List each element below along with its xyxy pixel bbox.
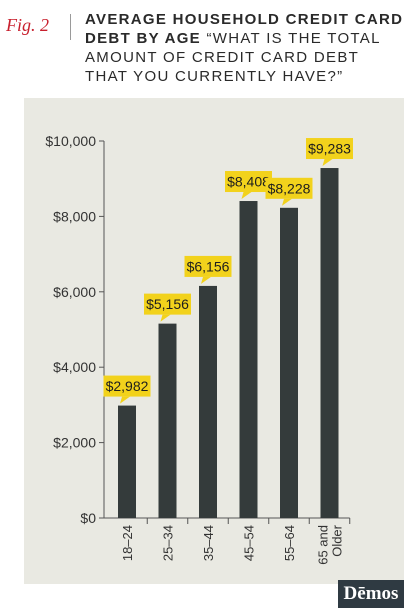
x-tick-label-line: 65 and [316, 525, 331, 565]
chart-title-question: “WHAT IS THE TOTAL AMOUNT OF CREDIT CARD… [85, 30, 381, 85]
y-tick-label: $6,000 [53, 284, 96, 300]
chart-title-bold: AVERAGE HOUSEHOLD CREDIT CARD DEBT BY AG… [85, 11, 404, 47]
bar [118, 405, 136, 518]
y-tick-label: $0 [80, 510, 96, 526]
x-tick-label-line: 55–64 [282, 525, 297, 561]
data-label-pointer [201, 276, 211, 284]
y-tick-label: $10,000 [45, 133, 96, 149]
demos-logo: Dēmos [338, 580, 404, 608]
data-label-pointer [160, 314, 171, 322]
data-label-pointer [120, 396, 130, 404]
bar [158, 323, 177, 518]
chart-title: AVERAGE HOUSEHOLD CREDIT CARD DEBT BY AG… [85, 10, 405, 86]
data-label: $5,156 [146, 296, 189, 312]
data-label: $9,283 [308, 141, 351, 157]
data-label-box [265, 177, 313, 199]
x-axis-labels: 18–24 25–34 35–44 45–54 55–64 65 and Older [120, 518, 351, 565]
data-label-box [225, 171, 272, 193]
x-tick-label-line: 25–34 [161, 525, 176, 561]
bar [320, 168, 339, 519]
data-label-box [144, 293, 191, 315]
data-label: $8,228 [268, 180, 311, 196]
bar [280, 207, 298, 519]
x-tick-label-line: 35–44 [201, 525, 216, 561]
x-tick-label-line: 45–54 [242, 525, 257, 561]
y-axis: $0 $2,000 $4,000 $6,000 $8,000 $10,000 [45, 133, 350, 526]
data-label: $2,982 [106, 378, 149, 394]
x-tick-label: 65 and Older [316, 524, 345, 564]
x-tick-label: 35–44 [201, 525, 216, 561]
data-label-pointer [241, 192, 252, 200]
x-tick-label: 45–54 [242, 525, 257, 561]
bars [118, 168, 339, 519]
data-label-box [184, 255, 232, 277]
data-label-box [103, 375, 151, 397]
x-tick-label-line: Older [330, 524, 345, 556]
y-tick-label: $4,000 [53, 359, 96, 375]
figure-number: Fig. 2 [6, 15, 49, 35]
bar [239, 201, 258, 518]
bar [199, 285, 217, 518]
y-tick-label: $2,000 [53, 435, 96, 451]
x-tick-label-line: 18–24 [120, 525, 135, 561]
x-tick-label: 25–34 [161, 525, 176, 561]
data-labels: $2,982 $5,156 $6,156 $8,408$8,228 $9,283 [103, 138, 353, 404]
data-label-box [306, 138, 353, 160]
data-label-pointer [322, 159, 333, 167]
data-label-pointer [282, 198, 292, 206]
data-label: $6,156 [187, 258, 230, 274]
data-label: $8,408 [227, 174, 270, 190]
x-tick-label: 18–24 [120, 525, 135, 561]
title-divider [70, 14, 71, 40]
x-tick-label: 55–64 [282, 525, 297, 561]
y-tick-label: $8,000 [53, 208, 96, 224]
